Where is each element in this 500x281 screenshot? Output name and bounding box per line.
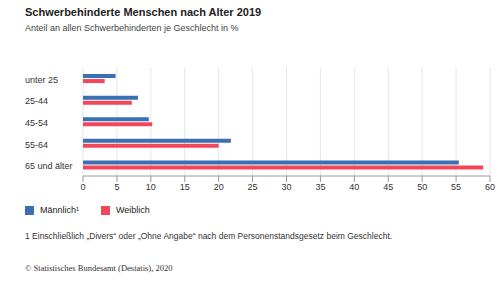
svg-text:25: 25 — [248, 182, 258, 192]
svg-text:55: 55 — [451, 182, 461, 192]
svg-text:15: 15 — [180, 182, 190, 192]
svg-text:30: 30 — [281, 182, 291, 192]
svg-text:65 und älter: 65 und älter — [25, 161, 73, 171]
svg-text:45: 45 — [383, 182, 393, 192]
svg-text:45-54: 45-54 — [25, 118, 48, 128]
svg-text:55-64: 55-64 — [25, 140, 48, 150]
svg-text:50: 50 — [417, 182, 427, 192]
svg-text:unter 25: unter 25 — [25, 75, 58, 85]
html-text:Weiblich: Weiblich — [116, 205, 150, 215]
svg-text:25-44: 25-44 — [25, 96, 48, 106]
svg-text:0: 0 — [80, 182, 85, 192]
svg-text:35: 35 — [315, 182, 325, 192]
svg-text:5: 5 — [114, 182, 119, 192]
html-text:© Statistisches Bundesamt (Des: © Statistisches Bundesamt (Destatis), 20… — [25, 263, 173, 273]
html-text:Männlich¹: Männlich¹ — [40, 205, 79, 215]
svg-text:20: 20 — [214, 182, 224, 192]
html-text:1 Einschließlich „Divers“ oder: 1 Einschließlich „Divers“ oder „Ohne Ang… — [25, 231, 393, 241]
svg-text:60: 60 — [485, 182, 492, 192]
svg-text:40: 40 — [349, 182, 359, 192]
svg-text:10: 10 — [146, 182, 156, 192]
html-text:Schwerbehinderte Menschen nach: Schwerbehinderte Menschen nach Alter 201… — [25, 6, 262, 18]
html-text:Anteil an allen Schwerbehinder: Anteil an allen Schwerbehinderten je Ges… — [25, 23, 239, 33]
